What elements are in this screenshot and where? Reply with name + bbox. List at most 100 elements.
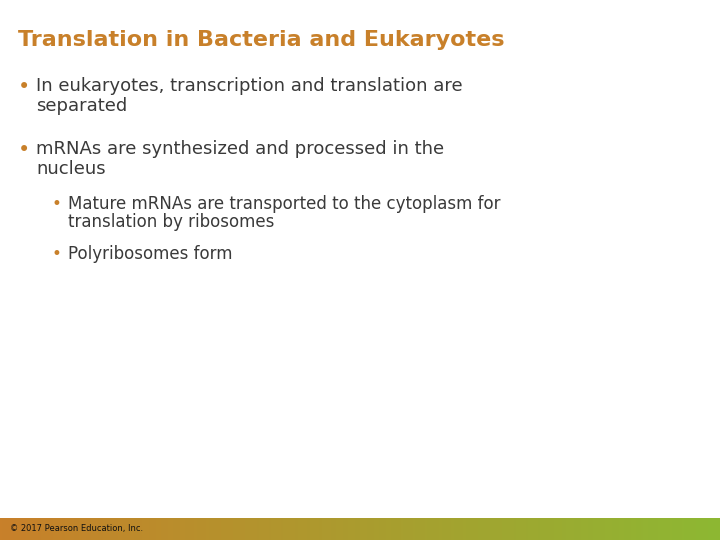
Bar <box>538 518 541 540</box>
Bar <box>63 518 66 540</box>
Bar <box>684 518 688 540</box>
Bar <box>487 518 490 540</box>
Bar <box>626 518 630 540</box>
Bar <box>166 518 169 540</box>
Bar <box>271 518 274 540</box>
Bar <box>204 518 207 540</box>
Bar <box>341 518 344 540</box>
Bar <box>17 518 20 540</box>
Bar <box>667 518 670 540</box>
Bar <box>711 518 714 540</box>
Bar <box>418 518 421 540</box>
Bar <box>245 518 248 540</box>
Bar <box>348 518 351 540</box>
Bar <box>115 518 119 540</box>
Bar <box>254 518 258 540</box>
Bar <box>19 518 22 540</box>
Bar <box>158 518 162 540</box>
Bar <box>535 518 539 540</box>
Bar <box>305 518 308 540</box>
Bar <box>562 518 565 540</box>
Bar <box>588 518 591 540</box>
Bar <box>377 518 380 540</box>
Bar <box>202 518 205 540</box>
Bar <box>545 518 548 540</box>
Bar <box>549 518 553 540</box>
Bar <box>518 518 522 540</box>
Bar <box>593 518 596 540</box>
Bar <box>369 518 373 540</box>
Bar <box>657 518 661 540</box>
Bar <box>161 518 164 540</box>
Bar <box>643 518 647 540</box>
Bar <box>691 518 695 540</box>
Bar <box>401 518 404 540</box>
Bar <box>27 518 30 540</box>
Bar <box>125 518 128 540</box>
Bar <box>430 518 433 540</box>
Bar <box>45 518 49 540</box>
Bar <box>91 518 94 540</box>
Bar <box>653 518 656 540</box>
Bar <box>209 518 212 540</box>
Bar <box>310 518 313 540</box>
Bar <box>0 518 4 540</box>
Bar <box>233 518 236 540</box>
Bar <box>84 518 87 540</box>
Bar <box>238 518 241 540</box>
Bar <box>38 518 42 540</box>
Bar <box>290 518 294 540</box>
Bar <box>225 518 229 540</box>
Bar <box>261 518 265 540</box>
Bar <box>331 518 335 540</box>
Bar <box>218 518 222 540</box>
Bar <box>528 518 531 540</box>
Bar <box>67 518 71 540</box>
Bar <box>490 518 493 540</box>
Bar <box>449 518 452 540</box>
Bar <box>55 518 58 540</box>
Bar <box>120 518 123 540</box>
Text: •: • <box>18 77 30 97</box>
Bar <box>610 518 613 540</box>
Bar <box>595 518 598 540</box>
Bar <box>451 518 454 540</box>
Bar <box>132 518 135 540</box>
Bar <box>223 518 227 540</box>
Text: translation by ribosomes: translation by ribosomes <box>68 213 274 231</box>
Bar <box>89 518 92 540</box>
Bar <box>444 518 447 540</box>
Bar <box>103 518 107 540</box>
Bar <box>468 518 472 540</box>
Bar <box>336 518 339 540</box>
Bar <box>365 518 368 540</box>
Bar <box>446 518 450 540</box>
Bar <box>715 518 719 540</box>
Bar <box>439 518 443 540</box>
Bar <box>274 518 277 540</box>
Text: Mature mRNAs are transported to the cytoplasm for: Mature mRNAs are transported to the cyto… <box>68 195 500 213</box>
Bar <box>269 518 272 540</box>
Bar <box>675 518 678 540</box>
Bar <box>41 518 44 540</box>
Bar <box>511 518 515 540</box>
Bar <box>504 518 508 540</box>
Bar <box>117 518 121 540</box>
Bar <box>235 518 238 540</box>
Bar <box>423 518 426 540</box>
Bar <box>279 518 282 540</box>
Bar <box>629 518 632 540</box>
Bar <box>427 518 431 540</box>
Bar <box>214 518 217 540</box>
Bar <box>351 518 354 540</box>
Bar <box>101 518 104 540</box>
Text: Translation in Bacteria and Eukaryotes: Translation in Bacteria and Eukaryotes <box>18 30 505 50</box>
Bar <box>617 518 620 540</box>
Bar <box>48 518 51 540</box>
Bar <box>139 518 143 540</box>
Text: nucleus: nucleus <box>36 160 106 178</box>
Bar <box>367 518 371 540</box>
Bar <box>574 518 577 540</box>
Bar <box>43 518 47 540</box>
Bar <box>207 518 210 540</box>
